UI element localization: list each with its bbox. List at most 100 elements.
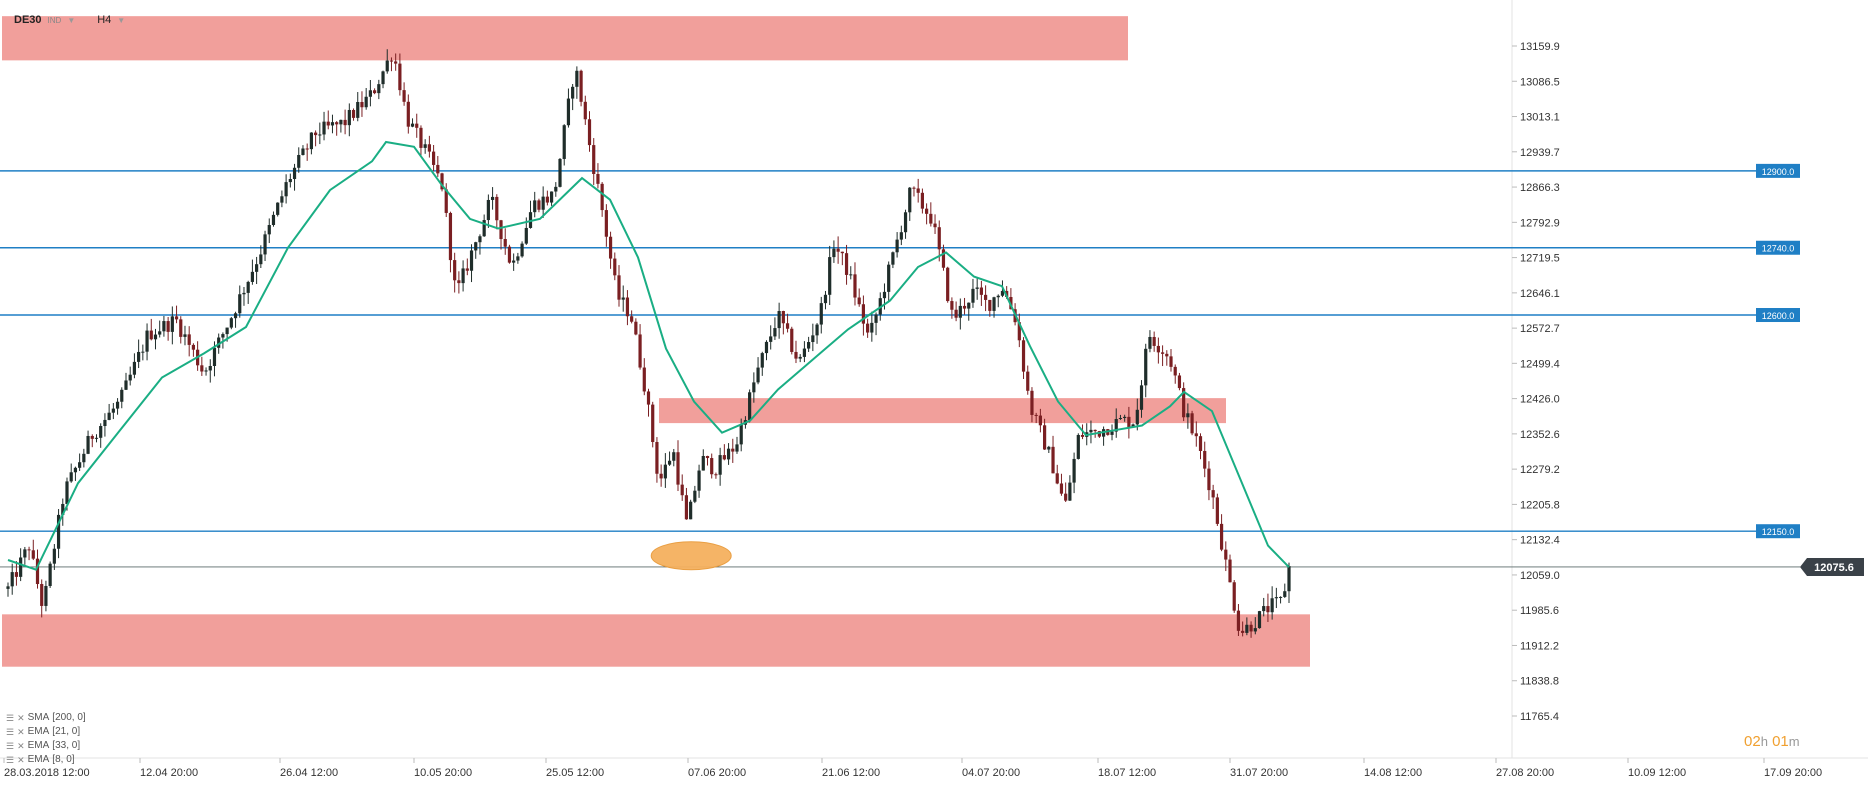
- candle-body: [191, 344, 196, 350]
- candle-body: [769, 336, 773, 342]
- candle-body: [541, 196, 545, 210]
- candle-body: [1127, 416, 1131, 428]
- candle-body: [427, 144, 431, 152]
- symbol-chevron-down-icon[interactable]: ▼: [67, 15, 76, 25]
- candle-body: [988, 299, 992, 311]
- candle-body: [1080, 434, 1085, 437]
- timeframe-selector[interactable]: H4: [97, 14, 112, 26]
- list-icon[interactable]: ☰: [6, 755, 15, 765]
- candle-body: [718, 455, 722, 475]
- candle-body: [807, 342, 811, 349]
- candle-body: [255, 264, 259, 272]
- candle-body: [86, 435, 90, 454]
- candle-body: [1093, 429, 1097, 432]
- indicator-name: EMA: [27, 740, 50, 751]
- x-tick-label: 28.03.2018 12:00: [4, 767, 90, 779]
- indicator-row-ema21[interactable]: ☰ ✕ EMA [21, 0]: [6, 725, 86, 739]
- candle-timer: 02h 01m: [1744, 733, 1800, 750]
- candle-body: [828, 257, 832, 295]
- candle-body: [1110, 431, 1114, 435]
- chart-header: DE30 IND ▼ H4 ▼: [14, 12, 141, 28]
- candle-body: [453, 260, 457, 281]
- candle-body: [895, 239, 899, 253]
- y-tick-label: 11838.8: [1520, 676, 1559, 688]
- current-price-label: 12075.6: [1814, 562, 1854, 574]
- candle-body: [474, 242, 478, 251]
- candle-body: [318, 134, 322, 136]
- candle-body: [1207, 468, 1211, 491]
- candle-body: [377, 84, 381, 94]
- candle-body: [73, 467, 78, 473]
- candle-body: [545, 196, 549, 203]
- candle-body: [752, 382, 756, 393]
- candle-body: [533, 200, 537, 213]
- candle-body: [61, 503, 65, 515]
- candle-body: [866, 323, 870, 333]
- candle-body: [225, 327, 229, 335]
- candle-body: [1173, 366, 1177, 376]
- candle-body: [410, 123, 415, 127]
- candle-body: [950, 301, 954, 310]
- close-icon[interactable]: ✕: [17, 727, 25, 737]
- close-icon[interactable]: ✕: [17, 755, 25, 765]
- candles-group: [6, 49, 1291, 638]
- close-icon[interactable]: ✕: [17, 713, 25, 723]
- candle-body: [731, 448, 735, 452]
- list-icon[interactable]: ☰: [6, 727, 15, 737]
- candle-body: [402, 90, 406, 102]
- candle-body: [1266, 606, 1270, 613]
- candle-body: [347, 109, 351, 126]
- candle-body: [634, 321, 638, 335]
- resistance-zone: [2, 16, 1128, 61]
- candle-body: [242, 292, 246, 295]
- close-icon[interactable]: ✕: [17, 741, 25, 751]
- candle-body: [659, 473, 663, 479]
- candle-body: [107, 412, 111, 420]
- candle-body: [1232, 582, 1236, 611]
- candle-body: [78, 462, 82, 468]
- candle-body: [1055, 473, 1059, 484]
- candle-body: [271, 214, 276, 226]
- candle-body: [90, 435, 94, 439]
- candle-body: [1198, 436, 1203, 451]
- candle-body: [836, 248, 840, 252]
- candle-body: [166, 321, 170, 332]
- candle-body: [971, 288, 975, 303]
- candle-body: [1182, 388, 1186, 418]
- symbol-name[interactable]: DE30: [14, 14, 42, 26]
- candle-body: [575, 70, 579, 87]
- timeframe-chevron-down-icon[interactable]: ▼: [117, 15, 126, 25]
- candle-body: [305, 148, 309, 150]
- candle-body: [1131, 424, 1135, 428]
- candle-body: [419, 127, 423, 148]
- candle-body: [1283, 591, 1287, 597]
- candle-body: [204, 370, 208, 372]
- candle-body: [478, 236, 482, 243]
- x-tick-label: 25.05 12:00: [546, 767, 604, 779]
- indicator-row-ema8[interactable]: ☰ ✕ EMA [8, 0]: [6, 753, 86, 767]
- candle-body: [431, 151, 436, 165]
- candle-body: [811, 335, 815, 343]
- indicator-row-sma200[interactable]: ☰ ✕ SMA [200, 0]: [6, 711, 86, 725]
- current-price-tag: [1800, 557, 1864, 576]
- y-tick-label: 12426.0: [1520, 394, 1560, 406]
- indicator-row-ema33[interactable]: ☰ ✕ EMA [33, 0]: [6, 739, 86, 753]
- list-icon[interactable]: ☰: [6, 741, 15, 751]
- candle-body: [874, 314, 878, 323]
- candle-body: [929, 213, 933, 224]
- list-icon[interactable]: ☰: [6, 713, 15, 723]
- candle-body: [984, 294, 988, 300]
- candle-body: [44, 585, 48, 606]
- x-tick-label: 31.07 20:00: [1230, 767, 1288, 779]
- candle-body: [394, 61, 398, 64]
- candle-body: [642, 367, 646, 392]
- candle-body: [326, 121, 330, 126]
- candle-body: [1076, 434, 1080, 459]
- candle-body: [1165, 353, 1169, 357]
- candle-body: [440, 173, 444, 190]
- candle-body: [398, 63, 402, 91]
- candle-body: [621, 297, 625, 300]
- candle-body: [638, 334, 642, 368]
- candle-body: [309, 132, 313, 150]
